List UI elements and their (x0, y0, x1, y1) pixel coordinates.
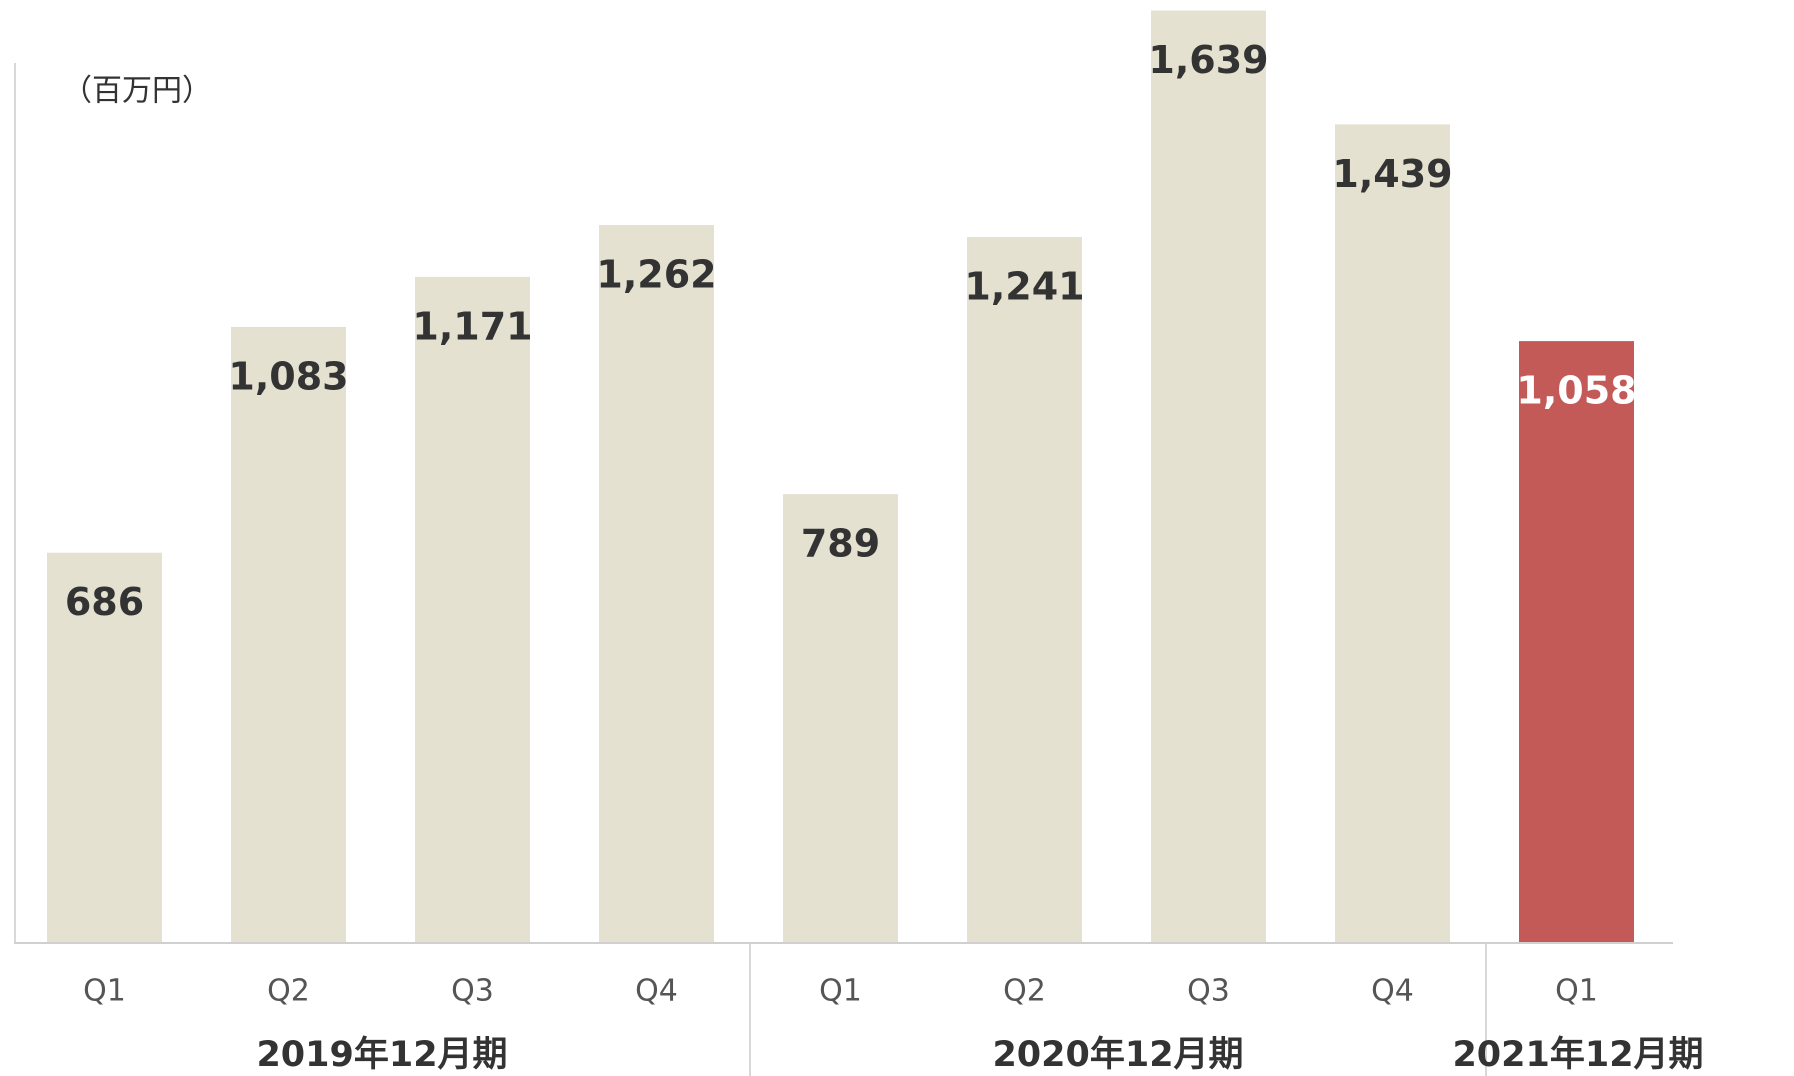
x-tick-label: Q2 (267, 974, 310, 1009)
x-tick-label: Q3 (451, 974, 494, 1009)
bar (1519, 341, 1634, 944)
data-label: 1,241 (964, 264, 1084, 308)
bar (1151, 10, 1266, 943)
data-label: 1,171 (412, 304, 532, 348)
x-tick-label: Q2 (1003, 974, 1046, 1009)
x-tick-label: Q1 (819, 974, 862, 1009)
x-tick-label: Q4 (1371, 974, 1414, 1009)
data-label: 686 (65, 580, 144, 624)
group-label: 2021年12月期 (1452, 1035, 1703, 1075)
bar (967, 236, 1082, 944)
bar (599, 225, 714, 944)
data-label: 1,083 (228, 354, 348, 398)
x-tick-label: Q1 (1555, 974, 1598, 1009)
group-label: 2020年12月期 (992, 1035, 1243, 1075)
unit-label: （百万円） (62, 74, 212, 109)
bar (47, 552, 162, 943)
x-tick-label: Q3 (1187, 974, 1230, 1009)
data-label: 1,439 (1332, 152, 1452, 196)
x-tick-label: Q4 (635, 974, 678, 1009)
bar (1335, 124, 1450, 944)
bar (783, 494, 898, 943)
x-tick-label: Q1 (83, 974, 126, 1009)
bar (415, 276, 530, 943)
data-label: 789 (801, 522, 880, 566)
data-label: 1,058 (1516, 369, 1636, 413)
data-label: 1,262 (596, 253, 716, 297)
group-label: 2019年12月期 (256, 1035, 507, 1075)
bar (231, 326, 346, 943)
data-label: 1,639 (1148, 38, 1268, 82)
